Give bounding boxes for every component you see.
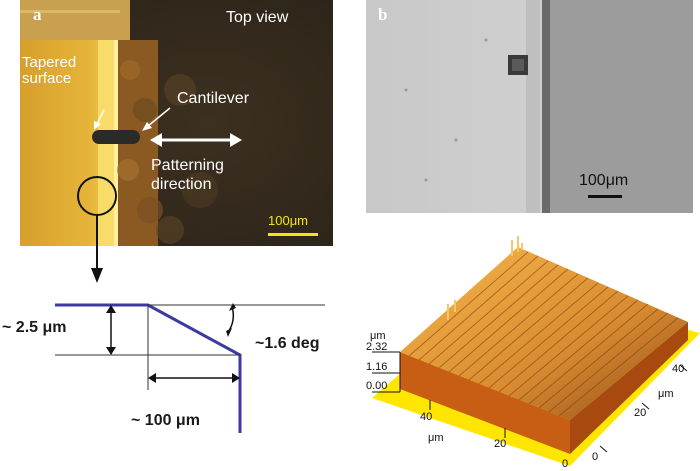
sem-image-graphic [366,0,693,213]
plot-side-right [570,322,688,454]
panel-b-letter: b [378,5,388,24]
scale-label-a: 100μm [268,213,309,228]
plot-ridges [408,251,679,417]
sem-image: b 100μm [366,0,693,213]
plot-surface [400,247,688,420]
top-view-label: Top view [226,9,289,26]
z-axis-unit: μm [370,330,386,342]
x-axis-unit: μm [428,432,444,444]
z-tick-mid: 1.16 [366,361,388,373]
angle-label: ~1.6 deg [255,335,320,352]
y-tick-40: 40 [672,363,685,375]
panel-a-letter: a [33,5,42,24]
tapered-label-line1: Tapered [22,54,77,71]
y-tick-0: 0 [592,451,599,463]
plot-side-front [400,352,570,454]
z-tick-top: 2.32 [366,341,388,353]
scale-bar-a [268,233,318,236]
z-tick-bottom: 0.00 [366,380,388,392]
x-tick-40: 40 [420,411,433,423]
plot-spikes [447,236,523,320]
length-label: ~ 100 μm [131,412,200,429]
y-tick-20: 20 [634,407,647,419]
y-axis-unit: μm [658,388,674,400]
x-tick-20: 20 [494,438,507,450]
patterning-label-line2: direction [151,176,212,193]
cantilever-label: Cantilever [177,90,250,107]
x-tick-0: 0 [562,458,569,470]
patterning-label-line1: Patterning [151,157,224,174]
micrograph-top-view: a Top view Tapered surface Cantilever Pa… [20,0,333,246]
tapered-label-line2: surface [22,70,72,87]
micrograph-image [20,0,333,246]
scale-label-b: 100μm [579,172,629,189]
height-label: ~ 2.5 μm [2,319,67,336]
scale-bar-b [588,195,622,198]
